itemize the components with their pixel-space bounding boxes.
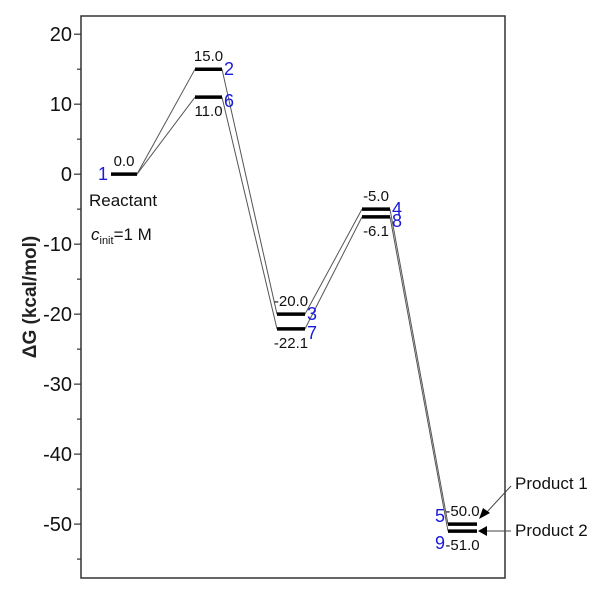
value-label: 0.0 <box>114 153 135 170</box>
state-label: 9 <box>435 533 445 553</box>
value-label: -50.0 <box>445 503 479 520</box>
value-label: -51.0 <box>445 537 479 554</box>
value-label: 11.0 <box>194 103 222 120</box>
y-tick-label: 20 <box>50 24 72 46</box>
reactant-label: Reactant <box>89 191 157 210</box>
connector-line <box>389 216 449 532</box>
product2-label: Product 2 <box>515 521 588 540</box>
value-label: 15.0 <box>194 48 223 65</box>
value-label: -5.0 <box>363 188 389 205</box>
y-axis: 20 10 0 -10 -20 -30 -40 -50 <box>43 15 506 579</box>
connector-line <box>389 209 449 525</box>
energy-levels <box>111 67 477 533</box>
product2-arrow <box>478 526 511 536</box>
y-tick-label: 10 <box>50 94 72 116</box>
y-tick-label: -10 <box>43 234 72 256</box>
y-tick-label: -20 <box>43 304 72 326</box>
connector-line <box>136 68 196 175</box>
y-tick-label: -40 <box>43 444 72 466</box>
y-axis-label: ΔG (kcal/mol) <box>20 236 41 358</box>
connector-line <box>304 216 363 330</box>
value-label: -6.1 <box>363 223 389 240</box>
state-label: 4 <box>392 199 402 219</box>
y-tick-label: -50 <box>43 514 72 536</box>
state-label: 7 <box>307 323 317 343</box>
product1-arrow <box>479 485 512 519</box>
cinit-label: cinit=1 M <box>91 225 152 247</box>
state-label: 6 <box>224 91 234 111</box>
state-label: 8 <box>392 211 402 231</box>
labels: 0.0 1 15.02 -20.03 -5.04 -50.05 11.06 -22.17 -6.… <box>98 48 480 554</box>
y-tick-label: -30 <box>43 374 72 396</box>
connector-line <box>136 96 196 175</box>
state-label: 5 <box>435 506 445 526</box>
value-label: -20.0 <box>274 293 308 310</box>
product1-label: Product 1 <box>515 474 588 493</box>
state-label: 3 <box>307 304 317 324</box>
connector-line <box>221 97 278 329</box>
state-label: 1 <box>98 164 108 184</box>
connector-line <box>221 69 278 315</box>
y-tick-label: 0 <box>61 164 72 186</box>
connector-line <box>304 208 363 315</box>
connectors <box>136 68 449 532</box>
plot-frame <box>80 15 506 579</box>
value-label: -22.1 <box>274 335 308 352</box>
state-label: 2 <box>224 59 234 79</box>
